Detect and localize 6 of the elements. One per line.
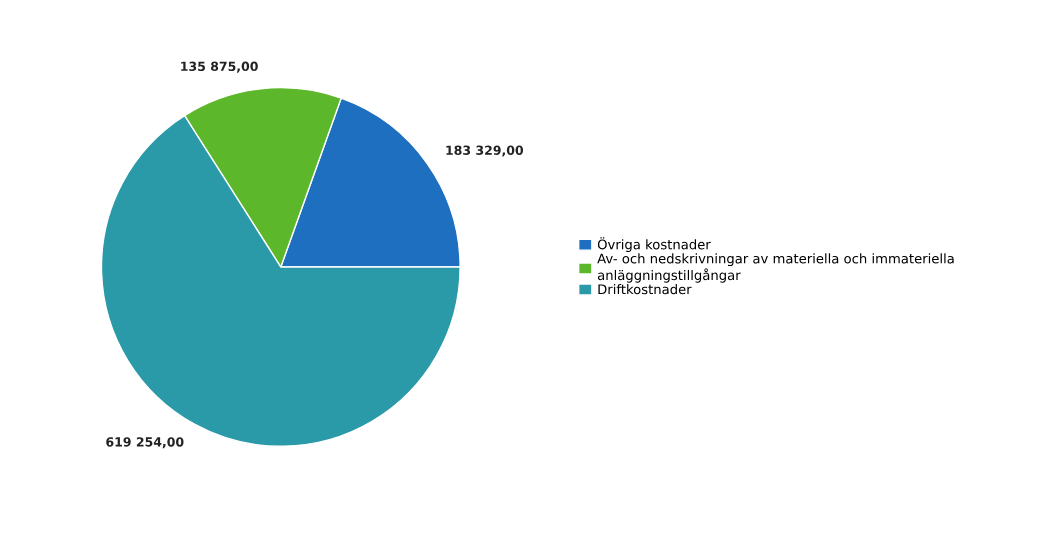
legend-label: Övriga kostnader xyxy=(597,237,711,252)
legend-label: Driftkostnader xyxy=(598,284,692,295)
data-label: 619 254,00 xyxy=(106,437,184,449)
data-label: 183 329,00 xyxy=(446,145,524,157)
data-label: 135 875,00 xyxy=(181,61,258,73)
legend-label: Av- och nedskrivningar av materiella och immateriella anläggningstillgångar xyxy=(597,253,954,283)
